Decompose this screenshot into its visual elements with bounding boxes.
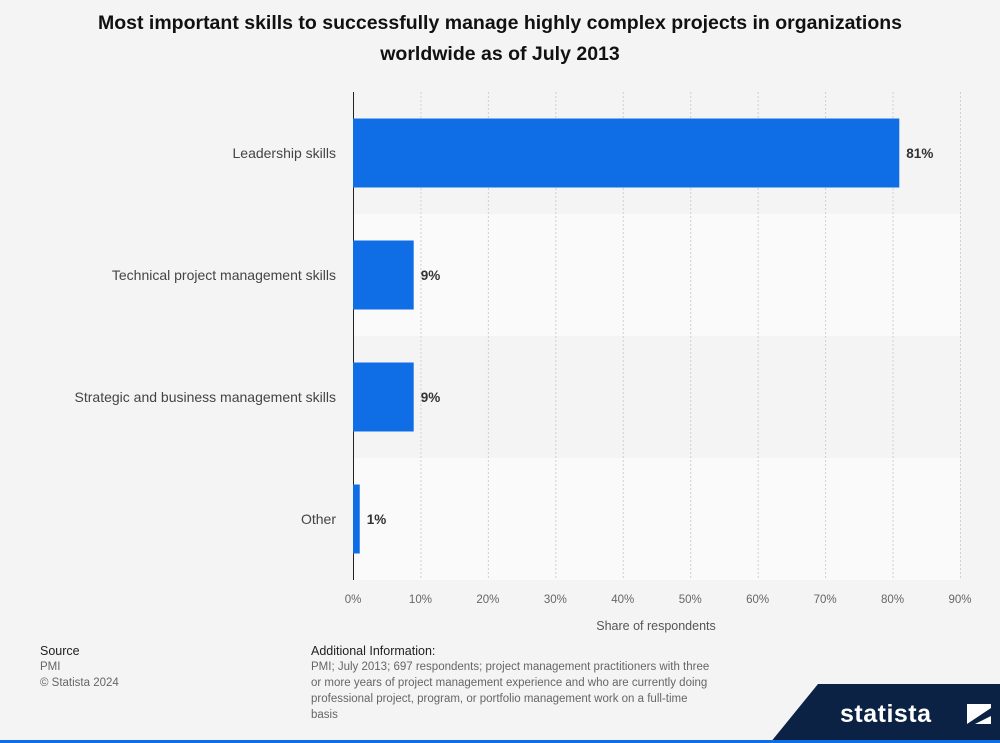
x-axis-label: Share of respondents [596,619,716,633]
category-label: Leadership skills [233,145,337,161]
value-label: 9% [421,268,441,283]
additional-info-block: Additional Information: PMI; July 2013; … [311,643,711,723]
category-label: Other [301,511,336,527]
brand-background [770,684,1000,743]
brand-name: statista [840,700,932,728]
value-label: 9% [421,390,441,405]
category-labels: Leadership skills Technical project manag… [75,145,337,527]
row-band [353,458,960,580]
chart-title: Most important skills to successfully ma… [97,12,902,65]
bar[interactable] [353,362,414,432]
row-band [353,336,960,458]
x-tick-label: 40% [611,594,634,606]
x-tick-label: 80% [881,594,904,606]
row-bands [353,92,960,580]
statista-brand[interactable]: statista [770,684,1000,743]
x-tick-label: 20% [476,594,499,606]
value-label: 1% [367,512,387,527]
bar-chart: Leadership skills Technical project manag… [75,92,972,633]
x-tick-label: 50% [679,594,702,606]
x-tick-labels: 0% 10% 20% 30% 40% 50% 60% 70% 80% 90% [345,594,972,606]
x-tick-label: 60% [746,594,769,606]
copyright: © Statista 2024 [40,677,119,689]
statista-logo-icon [967,704,991,724]
source-heading: Source [40,644,80,658]
row-band [353,214,960,336]
x-tick-label: 10% [409,594,432,606]
bar[interactable] [353,240,414,310]
source-name[interactable]: PMI [40,661,61,673]
value-label: 81% [906,146,933,161]
bars [353,118,900,554]
additional-info-text: PMI; July 2013; 697 respondents; project… [311,661,710,721]
x-tick-label: 0% [345,594,362,606]
bottom-accent-line [0,740,1000,743]
x-tick-label: 90% [948,594,971,606]
source-block: Source PMI © Statista 2024 [40,643,119,691]
additional-info-heading: Additional Information: [311,644,436,658]
x-tick-label: 30% [544,594,567,606]
bar[interactable] [353,484,360,554]
bar[interactable] [353,118,900,188]
category-label: Technical project management skills [112,267,336,283]
category-label: Strategic and business management skills [75,389,336,405]
x-tick-label: 70% [814,594,837,606]
value-labels: 81% 9% 9% 1% [367,146,934,527]
